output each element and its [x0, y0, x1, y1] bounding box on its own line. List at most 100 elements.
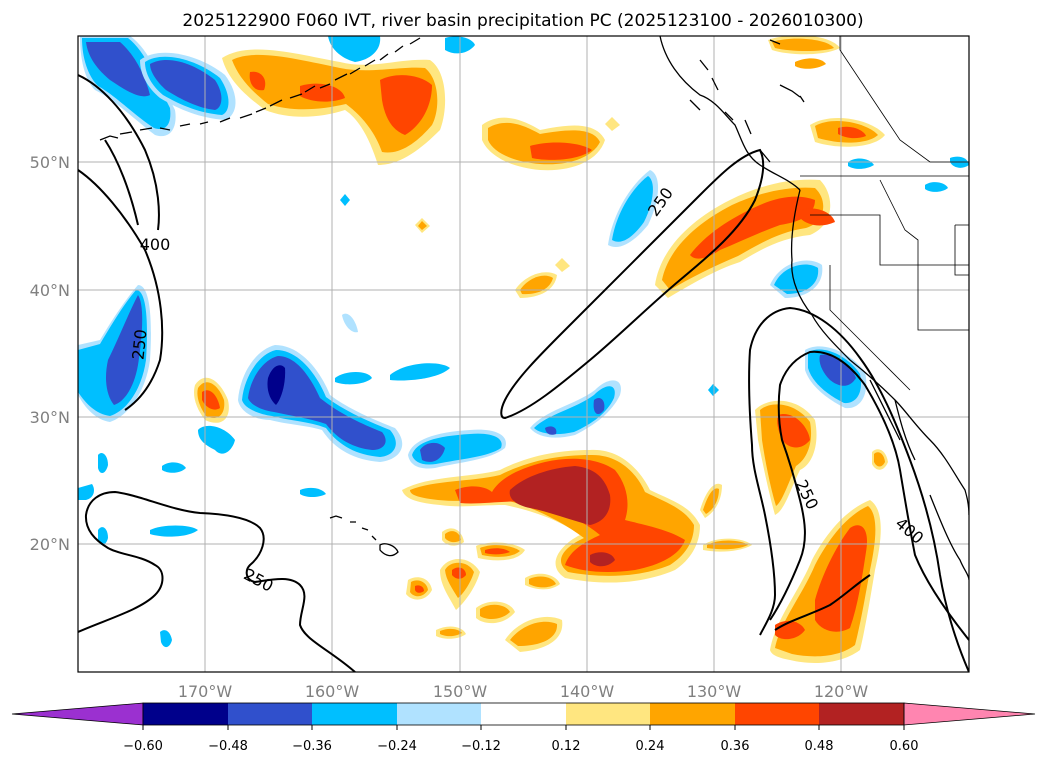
lon-label-150w: 150°W: [433, 682, 488, 701]
colorbar-label-2: −0.48: [208, 739, 248, 754]
coastlines: [99, 36, 969, 581]
neg-e2-b2: [545, 426, 557, 435]
shading-small-3: [555, 258, 570, 272]
shading-ne-top2: [795, 58, 826, 69]
neg-s-7: [98, 453, 108, 474]
shading-s-10o: [703, 488, 719, 514]
shading-mex-small-o: [874, 452, 885, 467]
neg-ca-b: [819, 354, 856, 386]
colorbar-bin-6: [566, 703, 650, 725]
lat-label-40: 40°N: [30, 281, 70, 300]
neg-s-1: [335, 372, 372, 385]
colorbar-bin-7: [650, 703, 735, 725]
figure-title: 2025122900 F060 IVT, river basin precipi…: [182, 11, 863, 31]
colorbar-bin-8: [735, 703, 819, 725]
neg-wdl-b: [106, 295, 143, 405]
negative-precip-shading: [78, 36, 969, 648]
neg-bc-3: [925, 182, 948, 192]
neg-aleut-b: [150, 59, 222, 110]
colorbar-bin-9: [819, 703, 904, 725]
neg-ne-diag-c: [612, 176, 653, 242]
shading-bc-red: [838, 126, 866, 139]
colorbar-bin-4: [397, 703, 481, 725]
colorbar-labels: −0.60 −0.48 −0.36 −0.24 −0.12 0.12 0.24 …: [123, 739, 918, 754]
neg-s-12: [340, 194, 350, 206]
border-states-3: [829, 265, 911, 391]
contour-400-west: [78, 74, 160, 231]
colorbar-frame: [142, 702, 905, 726]
longitude-labels: 170°W 160°W 150°W 140°W 130°W 120°W: [178, 682, 869, 701]
border-bc-ab: [839, 36, 969, 163]
shading-s-5o: [480, 604, 510, 620]
colorbar-label-8: 0.36: [721, 739, 750, 754]
neg-nw-corner-b: [86, 42, 150, 97]
shading-s-3r: [485, 548, 510, 555]
neg-s-4: [150, 525, 198, 537]
colorbar-bin-1: [143, 703, 228, 725]
neg-cent-db: [267, 365, 286, 405]
neg-s-2: [390, 363, 450, 381]
colorbar-extend-low: [11, 702, 144, 726]
colorbar-bin-2: [228, 703, 312, 725]
coast-hawaii: [329, 515, 399, 557]
shading-s-7o: [440, 628, 462, 637]
shading-small-1b: [418, 221, 427, 230]
coast-mex: [929, 494, 969, 581]
neg-s-5: [162, 462, 186, 473]
coast-alaska-north: [769, 39, 805, 103]
shading-s-2r: [452, 567, 466, 579]
shading-s-1o: [445, 531, 461, 543]
colorbar-label-4: −0.24: [377, 739, 417, 754]
border-states-4: [954, 224, 969, 276]
shading-ne-top-orange: [772, 38, 834, 51]
map-panel: 400 250 250 250 250 400 50°N 40°N 30°N 2…: [30, 35, 970, 701]
neg-s-8: [98, 527, 108, 546]
coast-alaska-bc: [659, 36, 801, 191]
shading-s-8o: [529, 576, 556, 588]
shading-gulf-north-red2: [249, 71, 266, 91]
contour-400-west2: [104, 139, 139, 226]
lon-label-170w: 170°W: [178, 682, 233, 701]
shading-s-9o: [707, 540, 748, 550]
contour-250-baja: [769, 350, 969, 641]
neg-top1: [328, 36, 381, 62]
contour-label-250-west: 250: [128, 328, 150, 360]
shading-s-4r: [415, 585, 424, 593]
neg-s-10: [300, 487, 326, 497]
lat-label-20: 20°N: [30, 535, 70, 554]
graticule: [78, 36, 969, 672]
lon-label-140w: 140°W: [560, 682, 615, 701]
coast-baja: [869, 379, 916, 461]
shading-gulf-north-red: [380, 75, 432, 135]
colorbar-label-5: −0.12: [461, 739, 501, 754]
positive-precip-shading: [194, 36, 888, 663]
neg-pnw-small-c: [774, 264, 819, 294]
shading-subtrop-big-dr: [509, 466, 611, 525]
neg-s-3: [198, 425, 235, 454]
neg-e2-c: [534, 386, 615, 435]
colorbar-label-9: 0.48: [805, 739, 834, 754]
colorbar: −0.60 −0.48 −0.36 −0.24 −0.12 0.12 0.24 …: [11, 702, 1036, 754]
colorbar-extend-high: [903, 702, 1036, 726]
latitude-labels: 50°N 40°N 30°N 20°N: [30, 153, 70, 554]
coast-islands: [689, 59, 771, 163]
coast-aleutians: [99, 37, 421, 141]
colorbar-ticks: [142, 725, 905, 730]
neg-bc-1: [848, 158, 874, 169]
border-states-2: [879, 179, 969, 331]
colorbar-bin-3: [312, 703, 397, 725]
contour-400-baja: [748, 306, 969, 672]
shading-s-6o: [510, 621, 558, 646]
colorbar-label-10: 0.60: [890, 739, 919, 754]
shading-wpac-small-r: [202, 390, 220, 410]
neg-s-11: [342, 313, 358, 333]
coast-us-west: [790, 189, 969, 516]
contour-400-baja-in: [774, 574, 871, 631]
borders: [800, 36, 969, 391]
border-states-1: [810, 214, 969, 266]
shading-baja-north-r: [777, 414, 810, 448]
neg-e2-b: [593, 398, 605, 415]
shading-ar-band-red2: [800, 208, 835, 226]
colorbar-bin-5: [481, 703, 566, 725]
lon-label-160w: 160°W: [305, 682, 360, 701]
